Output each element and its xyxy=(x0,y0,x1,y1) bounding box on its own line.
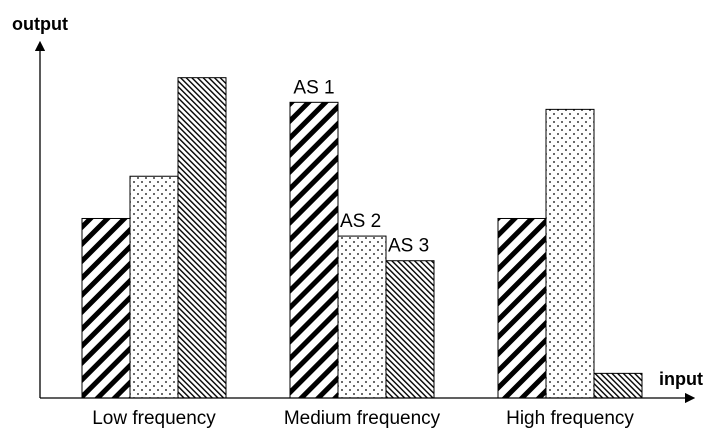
bar-1-2 xyxy=(129,175,179,399)
category-labels: Low frequency Medium frequency High freque… xyxy=(92,408,634,429)
x-axis-label: input xyxy=(659,369,703,389)
bar-3-3 xyxy=(593,372,643,399)
annotations-group: AS 1 AS 2 AS 3 xyxy=(293,77,429,256)
bar-2-3 xyxy=(385,260,435,399)
category-label: Low frequency xyxy=(92,408,216,429)
annotation-2: AS 2 xyxy=(340,211,381,232)
y-axis-label: output xyxy=(12,14,68,34)
bar-2-1 xyxy=(289,101,339,399)
bar-3-1 xyxy=(497,217,547,399)
bars-group xyxy=(81,77,643,399)
bar-3-2 xyxy=(545,108,595,399)
bar-1-3 xyxy=(177,77,227,399)
category-label: Medium frequency xyxy=(284,408,441,429)
annotation-1: AS 1 xyxy=(293,77,334,98)
annotation-3: AS 3 xyxy=(388,236,429,257)
bar-2-2 xyxy=(337,235,387,399)
category-label: High frequency xyxy=(506,408,634,429)
bar-1-1 xyxy=(81,217,131,399)
